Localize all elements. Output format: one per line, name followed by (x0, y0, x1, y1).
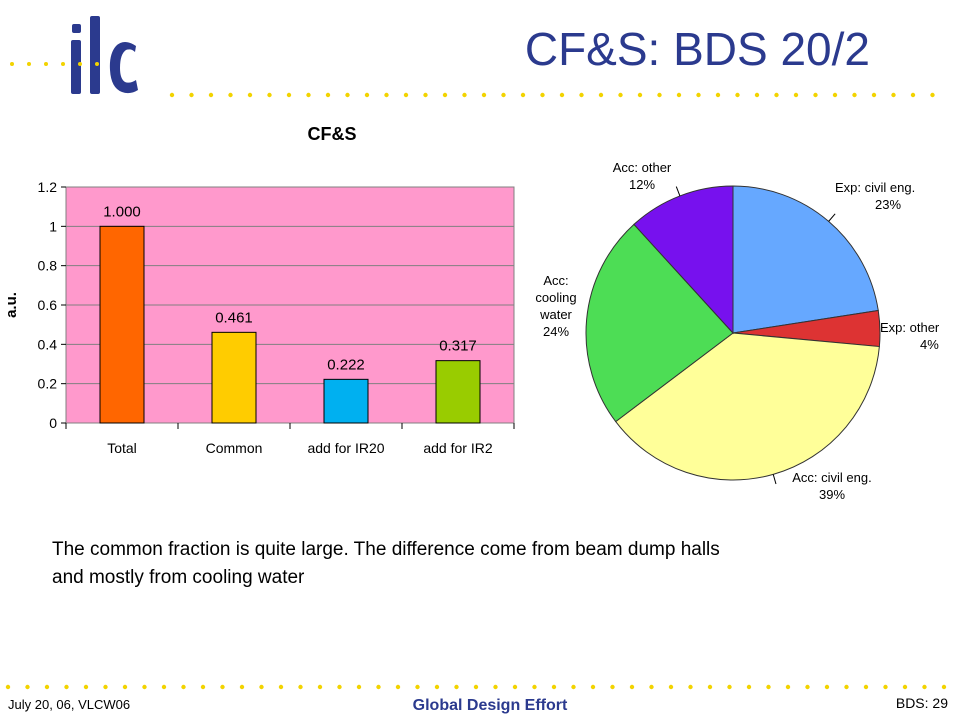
y-tick-label: 0 (49, 415, 57, 431)
bar (323, 378, 369, 424)
y-axis-label: a.u. (3, 292, 20, 318)
body-text: The common fraction is quite large. The … (52, 536, 912, 592)
ilc-logo (71, 16, 138, 94)
footer-date: July 20, 06, VLCW06 (8, 697, 131, 712)
y-tick-label: 1 (49, 218, 57, 234)
y-tick-label: 0.2 (38, 376, 58, 392)
x-category-label: Common (206, 440, 263, 456)
bar-chart: 0 0.2 0.4 0.6 0.8 1 1.2 1.000 0.461 0.222 0.317 T… (3, 179, 515, 456)
pie-slice (732, 185, 879, 334)
pie-slice-label: Acc: cooling water 24% (535, 273, 576, 339)
pie-slice-label: Exp: civil eng. 23% (835, 180, 915, 212)
pie-slice-label: Exp: other 4% (880, 320, 940, 352)
pie-leader-line (828, 213, 836, 222)
x-category-label: add for IR2 (423, 440, 492, 456)
bar-value-label: 1.000 (103, 203, 141, 220)
y-tick-label: 0.4 (38, 336, 58, 352)
bar (211, 331, 257, 424)
bar-value-label: 0.222 (327, 356, 365, 373)
top-dotted-line (10, 62, 935, 98)
y-tick-label: 0.6 (38, 297, 58, 313)
pie-slice (585, 223, 734, 423)
pie-slice (614, 332, 880, 481)
pie-chart: Exp: civil eng. 23% Exp: other 4% Acc: civil… (535, 160, 940, 502)
pie-slice (633, 185, 734, 335)
pie-slice-label: Acc: civil eng. 39% (792, 470, 871, 502)
footer-organization: Global Design Effort (412, 697, 568, 714)
bar-value-label: 0.461 (215, 309, 253, 326)
slide-title: CF&S: BDS 20/2 (524, 23, 870, 75)
body-text-line-2: and mostly from cooling water (52, 567, 305, 588)
pie-leader-line (772, 474, 777, 485)
y-tick-label: 1.2 (38, 179, 58, 195)
bar-value-label: 0.317 (439, 338, 477, 355)
footer-page-number: BDS: 29 (895, 695, 948, 711)
y-tick-label: 0.8 (38, 258, 58, 274)
x-category-label: add for IR20 (307, 440, 384, 456)
pie-slice-label: Acc: other 12% (613, 160, 672, 192)
bar (435, 360, 481, 424)
pie-leader-line (675, 186, 681, 197)
x-category-label: Total (107, 440, 137, 456)
bottom-dotted-line (5, 684, 947, 690)
bar (99, 225, 145, 424)
bar-chart-title: CF&S (307, 124, 357, 144)
body-text-line-1: The common fraction is quite large. The … (52, 539, 720, 560)
